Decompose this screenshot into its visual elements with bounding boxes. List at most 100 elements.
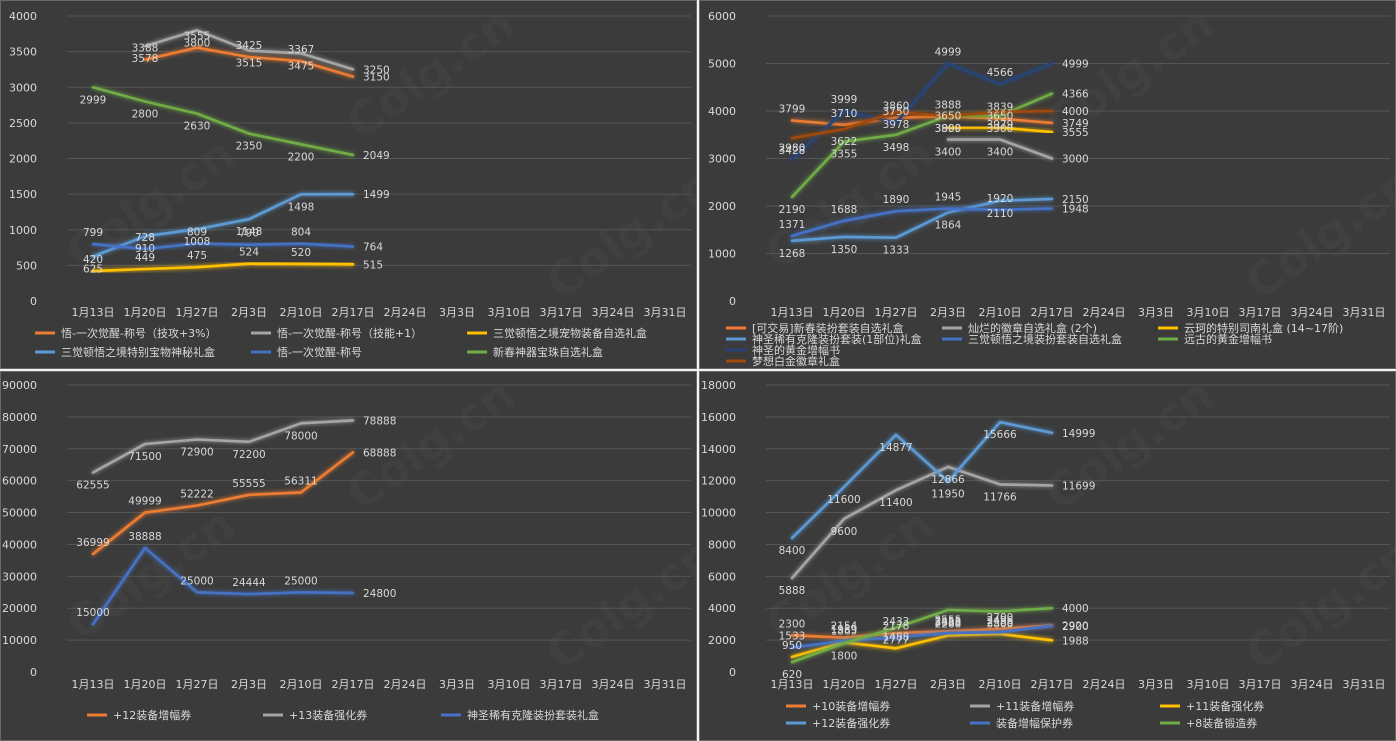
data-label: 3555 xyxy=(184,31,211,43)
x-tick-label: 1月13日 xyxy=(72,306,115,319)
legend-label: 灿烂的徽章自选礼盒 (2个) xyxy=(968,321,1097,335)
y-tick-label: 20000 xyxy=(2,602,37,615)
series-line xyxy=(790,465,1054,580)
data-label: 49999 xyxy=(128,496,161,508)
data-label: 3515 xyxy=(236,58,263,70)
x-tick-label: 3月17日 xyxy=(540,306,583,319)
data-label: 524 xyxy=(239,247,259,259)
series-line xyxy=(790,115,1054,127)
data-label: 15000 xyxy=(76,607,109,619)
series-line xyxy=(91,451,355,556)
chart-panel-top-left: Colg.cn Colg.cn Colg.cn 0 500 1000 1500 2000 250… xyxy=(0,0,697,369)
data-label: 1371 xyxy=(779,219,806,231)
data-label: 1688 xyxy=(831,204,858,216)
x-tick-label: 1月13日 xyxy=(771,306,814,319)
y-tick-label: 2000 xyxy=(708,200,736,213)
x-tick-label: 3月3日 xyxy=(1138,678,1174,691)
data-label: 9600 xyxy=(831,526,858,538)
data-label: 3900 xyxy=(935,123,962,135)
data-label: 420 xyxy=(83,254,103,266)
data-label: 1498 xyxy=(288,201,315,213)
legend-label: 三觉顿悟之境宠物装备自选礼盒 xyxy=(493,326,647,340)
data-label: 2920 xyxy=(1062,620,1089,632)
legend-label: +11装备增幅券 xyxy=(996,699,1074,713)
data-label: 790 xyxy=(239,228,259,240)
data-label: 3800 xyxy=(987,618,1014,630)
data-label: 36999 xyxy=(76,537,109,549)
legend-label: 悟-一次觉醒-称号（技能+1） xyxy=(277,326,422,340)
legend-label: +8装备锻造券 xyxy=(1186,716,1257,730)
y-tick-label: 70000 xyxy=(2,443,37,456)
chart-bottom-right: Colg.cnColg.cnColg.cn0200040006000800010… xyxy=(701,372,1395,730)
data-label: 1948 xyxy=(1062,203,1089,215)
y-tick-label: 10000 xyxy=(2,634,37,647)
data-label: 71500 xyxy=(128,451,161,463)
legend-label: 神圣稀有克隆装扮套装礼盒 xyxy=(467,708,599,722)
y-tick-label: 3000 xyxy=(708,153,736,166)
y-tick-label: 0 xyxy=(30,295,37,308)
chart-panel-top-right: Colg.cn Colg.cn Colg.cn 0 1000 2000 3000 4000 50… xyxy=(699,0,1396,369)
data-label: 3498 xyxy=(883,142,910,154)
series-line xyxy=(790,197,1054,243)
series-line xyxy=(790,606,1054,664)
data-label: 2200 xyxy=(288,151,315,163)
data-label: 3888 xyxy=(935,99,962,111)
data-label: 804 xyxy=(291,227,311,239)
data-label: 11600 xyxy=(827,494,860,506)
data-label: 3400 xyxy=(935,147,962,159)
data-label: 2150 xyxy=(1062,194,1089,206)
data-label: 3839 xyxy=(987,102,1014,114)
y-tick-label: 40000 xyxy=(2,538,37,551)
data-label: 1920 xyxy=(987,193,1014,205)
data-label: 3150 xyxy=(363,72,390,84)
data-label: 72900 xyxy=(180,447,213,459)
data-label: 1008 xyxy=(184,236,211,248)
data-label: 3650 xyxy=(987,111,1014,123)
legend-label: +12装备强化券 xyxy=(812,716,890,730)
legend-label: 悟-一次觉醒-称号 xyxy=(277,345,362,359)
data-label: 1488 xyxy=(883,631,910,643)
chart-top-left: Colg.cnColg.cnColg.cn0500100015002000250… xyxy=(9,1,696,359)
data-label: 3799 xyxy=(779,104,806,116)
y-tick-label: 10000 xyxy=(701,507,736,520)
data-label: 24444 xyxy=(232,577,266,589)
data-label: 11699 xyxy=(1062,480,1095,492)
legend-label: +12装备增幅券 xyxy=(113,708,191,722)
data-label: 1865 xyxy=(831,625,858,637)
y-tick-label: 6000 xyxy=(708,10,736,23)
data-label: 3900 xyxy=(987,123,1014,135)
data-label: 3749 xyxy=(1062,118,1089,130)
data-label: 2388 xyxy=(987,617,1014,629)
data-label: 1890 xyxy=(883,194,910,206)
data-label: 3860 xyxy=(883,101,910,113)
legend-label: 云珂的特别司南礼盒 (14~17阶) xyxy=(1184,321,1343,335)
data-label: 2110 xyxy=(987,208,1014,220)
data-label: 3425 xyxy=(236,40,263,52)
data-label: 2800 xyxy=(132,109,159,121)
series-line xyxy=(790,109,1054,140)
x-tick-label: 1月27日 xyxy=(176,678,219,691)
legend-label: 神圣的黄金增幅书 xyxy=(752,343,840,357)
data-label: 1800 xyxy=(831,650,858,662)
data-label: 2700 xyxy=(987,612,1014,624)
data-label: 2190 xyxy=(779,204,806,216)
data-label: 55555 xyxy=(232,478,265,490)
series-line xyxy=(91,546,355,626)
x-tick-label: 2月3日 xyxy=(930,678,966,691)
data-label: 1148 xyxy=(236,226,263,238)
data-label: 14877 xyxy=(879,442,912,454)
series-line xyxy=(790,420,1054,540)
y-tick-label: 0 xyxy=(30,666,37,679)
data-label: 8400 xyxy=(779,545,806,557)
y-tick-label: 80000 xyxy=(2,411,37,424)
x-tick-label: 3月31日 xyxy=(1343,306,1386,319)
data-label: 15666 xyxy=(983,429,1017,441)
series-line xyxy=(143,29,355,71)
x-tick-label: 2月3日 xyxy=(231,678,267,691)
x-tick-label: 1月20日 xyxy=(823,306,866,319)
series-line xyxy=(91,192,355,258)
legend-label: 远古的黄金增幅书 xyxy=(1184,332,1272,346)
y-tick-label: 1000 xyxy=(9,224,37,237)
x-tick-label: 3月24日 xyxy=(1291,306,1334,319)
y-tick-label: 30000 xyxy=(2,570,37,583)
